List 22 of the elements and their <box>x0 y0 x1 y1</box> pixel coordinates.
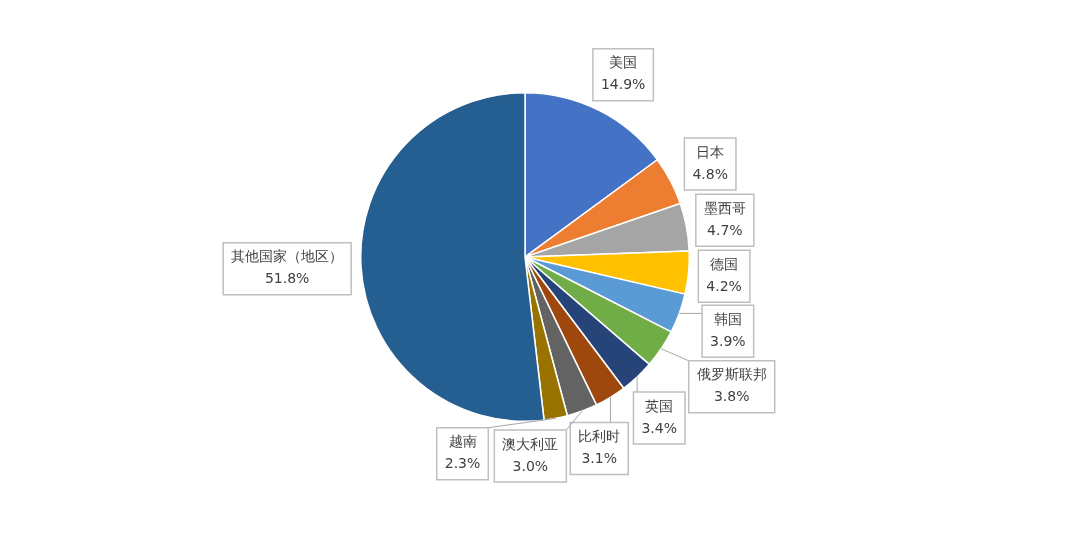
slice-label: 澳大利亚 <box>502 435 559 452</box>
data-label: 3.9% <box>710 332 746 349</box>
data-label: 3.1% <box>581 450 618 467</box>
data-label: 3.0% <box>512 457 549 474</box>
slice-label: 比利时 <box>578 428 621 445</box>
data-label: 4.8% <box>692 165 728 182</box>
slice-label: 俄罗斯联邦 <box>696 366 767 383</box>
slice-label: 日本 <box>696 143 725 160</box>
data-label: 2.3% <box>444 455 481 472</box>
data-label: 51.8% <box>264 270 310 287</box>
data-label: 14.9% <box>600 76 646 93</box>
slice-label: 墨西哥 <box>703 200 746 217</box>
data-label: 4.7% <box>707 222 743 239</box>
data-label: 4.2% <box>706 277 742 294</box>
slice-label: 德国 <box>710 255 739 272</box>
slice-label: 越南 <box>448 433 477 450</box>
data-label: 3.8% <box>713 388 750 405</box>
slice-label: 美国 <box>609 54 638 71</box>
data-label: 3.4% <box>641 419 678 436</box>
slice-label: 韩国 <box>713 310 742 327</box>
slice-label: 英国 <box>645 397 674 414</box>
slice-label: 其他国家（地区） <box>231 248 344 265</box>
